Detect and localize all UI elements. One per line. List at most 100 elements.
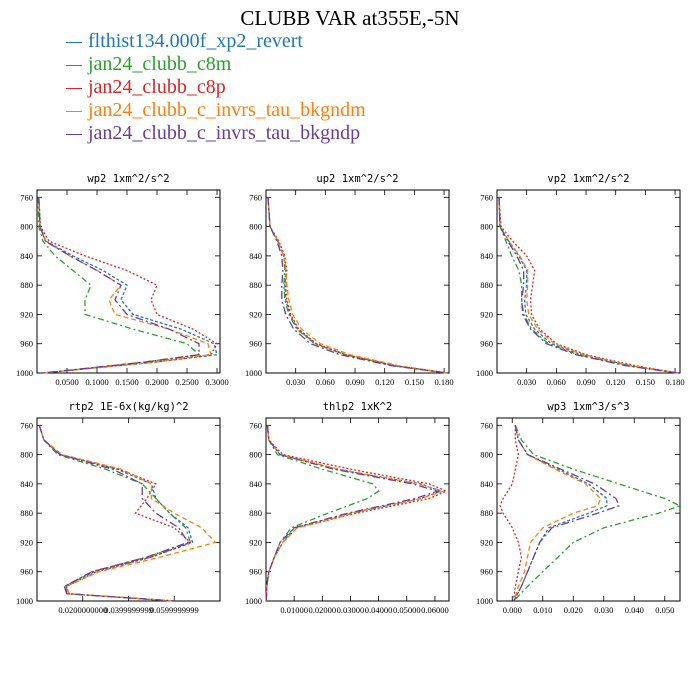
legend-label: jan24_clubb_c_invrs_tau_bkgndm	[88, 99, 366, 121]
x-tick-label: 0.04000	[365, 605, 393, 615]
y-tick-label: 880	[480, 280, 493, 290]
y-tick-label: 920	[480, 309, 493, 319]
series-line	[267, 197, 448, 374]
legend-item: jan24_clubb_c_invrs_tau_bkgndm	[66, 99, 366, 122]
panel-frame	[496, 189, 681, 374]
y-tick-label: 840	[249, 479, 262, 489]
series-line	[267, 197, 448, 374]
y-tick-label: 840	[20, 251, 33, 261]
series-line	[38, 197, 200, 374]
x-tick-label: 0.2000	[145, 377, 168, 387]
panel-frame	[36, 189, 221, 374]
y-tick-label: 800	[249, 222, 262, 232]
y-tick-label: 1000	[16, 596, 33, 606]
x-tick-label: 0.2500	[175, 377, 198, 387]
y-tick-label: 760	[480, 420, 493, 430]
x-tick-label: 0.090	[576, 377, 595, 387]
x-tick-label: 0.120	[375, 377, 394, 387]
x-tick-label: 0.3000	[205, 377, 228, 387]
x-tick-label: 0.0399999999	[104, 605, 153, 615]
x-tick-label: 0.030	[594, 605, 613, 615]
series-line	[265, 425, 440, 602]
x-tick-label: 0.030	[517, 377, 536, 387]
x-tick-label: 0.01000	[280, 605, 308, 615]
y-tick-label: 800	[20, 450, 33, 460]
y-tick-label: 800	[480, 222, 493, 232]
series-line	[513, 425, 602, 602]
legend-item: jan24_clubb_c_invrs_tau_bkgndp	[66, 122, 366, 145]
series-line	[265, 425, 443, 602]
x-tick-label: 0.05000	[393, 605, 421, 615]
x-tick-label: 0.030	[286, 377, 305, 387]
x-tick-label: 0.010	[533, 605, 552, 615]
panel-title: rtp2 1E-6x(kg/kg)^2	[68, 401, 188, 413]
series-line	[38, 425, 192, 602]
series-line	[498, 197, 679, 374]
series-line	[38, 425, 189, 602]
y-tick-label: 880	[249, 280, 262, 290]
series-line	[267, 197, 448, 374]
series-line	[267, 197, 448, 374]
x-tick-label: 0.060	[316, 377, 335, 387]
legend-swatch	[66, 133, 82, 135]
x-tick-label: 0.180	[665, 377, 684, 387]
y-tick-label: 920	[20, 309, 33, 319]
x-tick-label: 0.03000	[337, 605, 365, 615]
series-line	[38, 425, 217, 602]
y-tick-label: 760	[20, 420, 33, 430]
x-tick-label: 0.0500	[55, 377, 78, 387]
series-line	[498, 197, 679, 374]
panel-title: wp2 1xm^2/s^2	[87, 173, 169, 185]
panel-frame	[265, 189, 450, 374]
series-line	[265, 425, 380, 602]
y-tick-label: 800	[249, 450, 262, 460]
y-tick-label: 1000	[476, 368, 493, 378]
y-tick-label: 960	[249, 339, 262, 349]
series-line	[37, 197, 201, 374]
panel-frame	[36, 417, 221, 602]
legend-label: jan24_clubb_c8p	[88, 76, 226, 98]
series-line	[265, 425, 446, 602]
y-tick-label: 840	[480, 251, 493, 261]
x-tick-label: 0.02000	[308, 605, 336, 615]
panel-title: wp3 1xm^3/s^3	[547, 401, 629, 413]
x-tick-label: 0.020	[564, 605, 583, 615]
legend-label: jan24_clubb_c8m	[88, 53, 232, 75]
y-tick-label: 920	[249, 309, 262, 319]
x-tick-label: 0.090	[345, 377, 364, 387]
y-tick-label: 960	[20, 567, 33, 577]
legend-swatch	[66, 87, 82, 89]
y-tick-label: 960	[249, 567, 262, 577]
x-tick-label: 0.1500	[115, 377, 138, 387]
y-tick-label: 760	[249, 420, 262, 430]
series-line	[38, 425, 192, 602]
y-tick-label: 920	[480, 537, 493, 547]
y-tick-label: 800	[480, 450, 493, 460]
y-tick-label: 1000	[245, 368, 262, 378]
x-tick-label: 0.050	[655, 605, 674, 615]
x-tick-label: 0.0599999999	[150, 605, 199, 615]
x-tick-label: 0.0200000000	[58, 605, 107, 615]
legend-swatch	[66, 110, 82, 112]
y-tick-label: 840	[20, 479, 33, 489]
x-tick-label: 0.180	[434, 377, 453, 387]
series-line	[498, 197, 679, 374]
legend-label: flthist134.000f_xp2_revert	[88, 30, 303, 52]
x-tick-label: 0.150	[405, 377, 424, 387]
x-tick-label: 0.1000	[85, 377, 108, 387]
y-tick-label: 840	[480, 479, 493, 489]
y-tick-label: 880	[20, 280, 33, 290]
main-title: CLUBB VAR at355E,-5N	[240, 6, 460, 30]
panel-title: up2 1xm^2/s^2	[316, 173, 398, 185]
y-tick-label: 920	[20, 537, 33, 547]
y-tick-label: 960	[480, 339, 493, 349]
legend-swatch	[66, 41, 82, 43]
x-tick-label: 0.040	[625, 605, 644, 615]
x-tick-label: 0.150	[636, 377, 655, 387]
y-tick-label: 760	[249, 192, 262, 202]
y-tick-label: 880	[480, 508, 493, 518]
x-tick-label: 0.060	[547, 377, 566, 387]
y-tick-label: 840	[249, 251, 262, 261]
y-tick-label: 800	[20, 222, 33, 232]
